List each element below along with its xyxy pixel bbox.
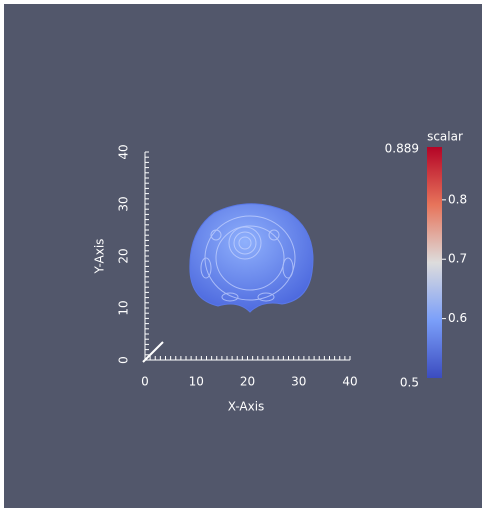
color-bar-tick-label: 0.8 [448,192,467,206]
color-bar-max: 0.889 [385,142,419,156]
y-tick-label: 30 [117,196,131,211]
y-tick-label: 40 [117,144,131,159]
color-bar-min: 0.5 [400,376,419,390]
color-bar-title: scalar [427,130,463,144]
color-bar [427,147,442,378]
x-tick-label: 40 [342,375,357,389]
y-axis-title: Y-Axis [93,239,107,275]
color-bar-tick-label: 0.7 [448,252,467,266]
color-bar-tick-label: 0.6 [448,311,467,325]
y-tick-label: 0 [117,356,131,364]
x-tick-label: 30 [291,375,306,389]
y-tick-label: 10 [117,300,131,315]
x-tick-label: 20 [240,375,255,389]
x-tick-label: 10 [189,375,204,389]
x-axis-title: X-Axis [228,400,265,414]
y-tick-label: 20 [117,248,131,263]
surface [189,203,314,313]
x-tick-label: 0 [141,375,149,389]
